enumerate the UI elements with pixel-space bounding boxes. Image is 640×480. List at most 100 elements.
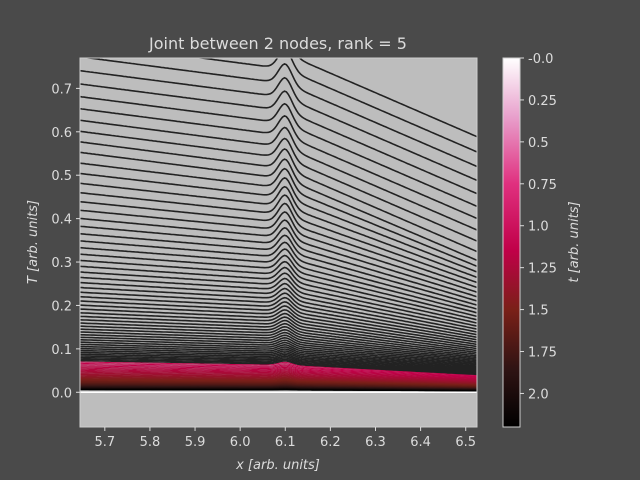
series-line [80, 364, 477, 378]
series-line [80, 291, 477, 339]
series-line [80, 141, 477, 253]
series-line [80, 362, 477, 377]
series-line [80, 246, 477, 314]
series-line [80, 367, 477, 380]
y-axis-label: T [arb. units] [26, 200, 41, 284]
y-tick-label: 0.2 [51, 299, 72, 314]
x-tick-label: 6.5 [455, 435, 476, 450]
series-line [80, 253, 477, 318]
series-line [80, 217, 477, 298]
series-line [80, 339, 477, 365]
series-line [80, 95, 477, 208]
series-line [80, 328, 477, 359]
series-line [80, 359, 477, 376]
series-line [80, 333, 477, 362]
colorbar-tick-label: 1.5 [528, 304, 549, 319]
series-line [298, 58, 477, 138]
series-line [80, 365, 477, 379]
series-line [80, 281, 477, 333]
series-line [80, 107, 477, 220]
series-line [80, 232, 477, 306]
series-line [80, 372, 477, 383]
series-line [80, 83, 477, 195]
y-tick-label: 0.7 [51, 82, 72, 97]
series-line [80, 371, 477, 382]
series-line [83, 58, 477, 168]
series-line [80, 295, 477, 341]
series-line [80, 356, 477, 374]
colorbar [502, 57, 521, 428]
x-tick-label: 5.7 [94, 435, 115, 450]
series-line [80, 315, 477, 352]
series-line [80, 308, 477, 348]
series-line [80, 191, 477, 284]
series-line [80, 336, 477, 363]
x-tick-label: 6.1 [275, 435, 296, 450]
x-axis: 5.7 5.8 5.9 6.0 6.1 6.2 6.3 6.4 6.5 [94, 427, 476, 450]
series-line [80, 312, 477, 350]
colorbar-tick-label: 0.75 [528, 178, 557, 193]
series-line [80, 172, 477, 273]
colorbar-tick-label: 0.25 [528, 94, 557, 109]
y-tick-label: 0.3 [51, 256, 72, 271]
series-line [80, 347, 477, 370]
series-line [80, 259, 477, 321]
y-axis: 0.0 0.1 0.2 0.3 0.4 0.5 0.6 0.7 [51, 82, 80, 401]
y-tick-label: 0.1 [51, 343, 72, 358]
series-line [80, 304, 477, 346]
x-tick-label: 6.2 [320, 435, 341, 450]
y-tick-label: 0.6 [51, 126, 72, 141]
colorbar-tick-label: -0.0 [528, 52, 553, 67]
series-line [80, 351, 477, 372]
colorbar-axis: -0.0 0.25 0.5 0.75 1.0 1.25 1.5 1.75 2.0 [520, 52, 557, 402]
chart-title: Joint between 2 nodes, rank = 5 [148, 34, 407, 53]
colorbar-tick-label: 1.0 [528, 220, 549, 235]
series-line [80, 389, 477, 392]
series-line [80, 200, 477, 289]
series-line [80, 130, 477, 242]
series-line [80, 225, 477, 302]
series-line [195, 58, 477, 153]
series-line [80, 69, 477, 182]
series-line [80, 240, 477, 310]
series-line [80, 341, 477, 366]
series-line [80, 286, 477, 336]
colorbar-tick-label: 2.0 [528, 387, 549, 402]
series-line [80, 345, 477, 368]
series-line [80, 349, 477, 371]
x-tick-label: 6.0 [230, 435, 251, 450]
series-line [80, 319, 477, 354]
series-line [80, 370, 477, 382]
series-line [80, 265, 477, 324]
series-line [80, 331, 477, 360]
series-line [80, 358, 477, 375]
series-line [80, 353, 477, 373]
y-tick-label: 0.0 [51, 386, 72, 401]
series-line [80, 209, 477, 293]
colorbar-tick-label: 1.25 [528, 262, 557, 277]
y-tick-label: 0.4 [51, 213, 72, 228]
x-tick-label: 5.8 [140, 435, 161, 450]
series-line [80, 368, 477, 381]
series-line [80, 325, 477, 357]
series-line [80, 162, 477, 268]
series-line [80, 373, 477, 383]
series-line [80, 276, 477, 330]
x-tick-label: 6.4 [410, 435, 431, 450]
x-tick-label: 6.3 [365, 435, 386, 450]
colorbar-tick-label: 1.75 [528, 346, 557, 361]
curve-layer [80, 58, 477, 394]
series-line [80, 366, 477, 379]
x-tick-label: 5.9 [185, 435, 206, 450]
series-line [80, 322, 477, 355]
series-line [80, 361, 477, 377]
x-axis-label: x [arb. units] [235, 458, 320, 473]
series-line [80, 271, 477, 327]
series-line [80, 182, 477, 279]
y-tick-label: 0.5 [51, 169, 72, 184]
colorbar-label: t [arb. units] [567, 201, 582, 282]
series-line [80, 355, 477, 374]
series-line [80, 300, 477, 343]
series-line [80, 343, 477, 367]
